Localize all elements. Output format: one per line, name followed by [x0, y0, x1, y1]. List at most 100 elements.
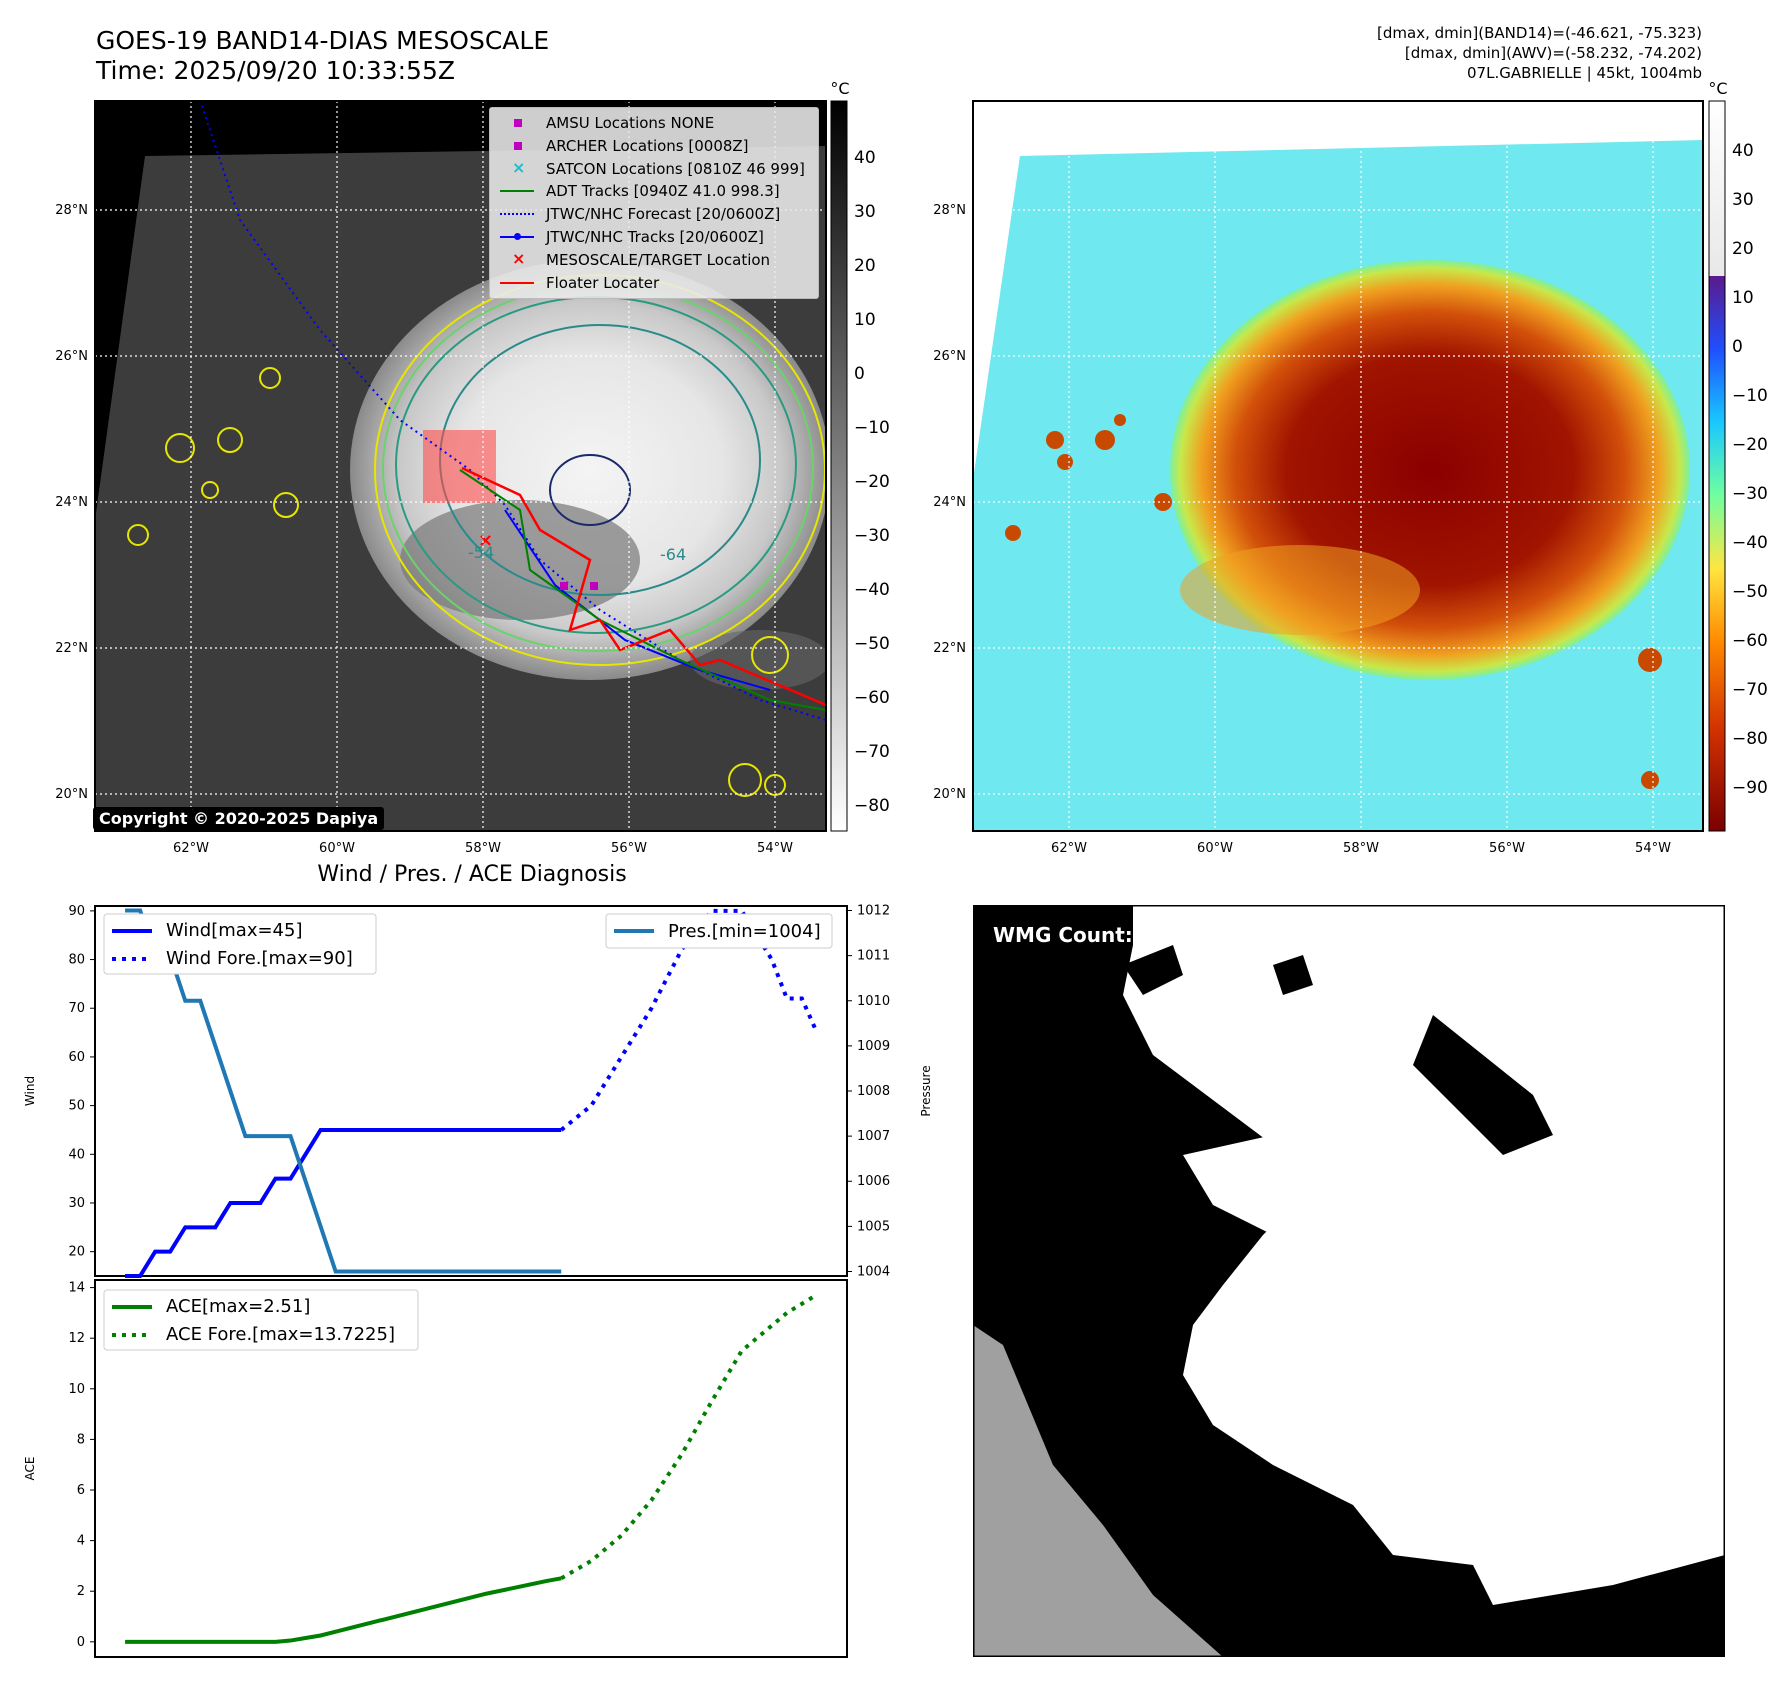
y2-tick-label: 1006 — [857, 1174, 890, 1189]
awv-cb-tick: −90 — [1732, 778, 1768, 798]
lat-label: 28°N — [55, 203, 88, 218]
y-tick-label: 10 — [68, 1382, 85, 1397]
lat-label: 24°N — [55, 495, 88, 510]
copyright-badge: Copyright © 2020-2025 Dapiya — [93, 807, 385, 830]
awv-colorbar-unit: °C — [1708, 79, 1727, 98]
wmg-panel: WMG Count: 0 — [973, 905, 1725, 1657]
floater-track — [461, 466, 826, 707]
lat-label: 22°N — [55, 641, 88, 656]
mesoscale-target-box — [423, 430, 496, 503]
legend-label: ACE[max=2.51] — [166, 1296, 310, 1317]
legend-entry: AMSU Locations NONE — [498, 113, 714, 133]
legend-entry: JTWC/NHC Forecast [20/0600Z] — [498, 204, 780, 224]
wmg-count-label: WMG Count: 0 — [993, 923, 1154, 947]
y-tick-label: 0 — [77, 1635, 85, 1650]
ir-colorbar-unit: °C — [830, 79, 849, 98]
ir-cb-tick: −70 — [854, 742, 890, 762]
archer-marker — [560, 582, 568, 590]
lon-label: 60°W — [1197, 841, 1233, 856]
ace-axis-label: ACE — [23, 1457, 37, 1481]
ace-axes-frame — [94, 1279, 848, 1658]
awv-cb-tick: 0 — [1732, 337, 1743, 357]
contour-label-64: -64 — [660, 545, 686, 564]
lat-label: 26°N — [933, 349, 966, 364]
y2-tick-label: 1007 — [857, 1129, 890, 1144]
awv-cb-tick: −70 — [1732, 680, 1768, 700]
ir-cb-tick: −50 — [854, 634, 890, 654]
ir-colorbar-ticks: 40 30 20 10 0 −10 −20 −30 −40 −50 −60 −7… — [854, 148, 890, 816]
awv-cb-tick: −60 — [1732, 631, 1768, 651]
y-tick-label: 70 — [68, 1001, 85, 1016]
ir-cb-tick: −80 — [854, 796, 890, 816]
y2-tick-label: 1005 — [857, 1219, 890, 1234]
legend-label: ACE Fore.[max=13.7225] — [166, 1324, 395, 1345]
legend-entry: JTWC/NHC Tracks [20/0600Z] — [498, 227, 764, 247]
ir-colorbar — [830, 100, 848, 832]
series-line-1 — [559, 908, 819, 1132]
series-line-0 — [125, 1127, 562, 1278]
legend-marker-icon — [498, 138, 538, 154]
y-tick-label: 20 — [68, 1245, 85, 1260]
legend-marker-icon: × — [512, 157, 526, 177]
figure-time: Time: 2025/09/20 10:33:55Z — [96, 56, 455, 85]
legend-label: ADT Tracks [0940Z 41.0 998.3] — [546, 182, 780, 201]
figure-title: GOES-19 BAND14-DIAS MESOSCALE — [96, 26, 550, 55]
lon-label: 56°W — [1489, 841, 1525, 856]
legend-entry: ARCHER Locations [0008Z] — [498, 136, 749, 156]
y-tick-label: 8 — [77, 1432, 85, 1447]
y2-tick-label: 1011 — [857, 949, 890, 964]
archer-marker-2 — [590, 582, 598, 590]
ir-cb-tick: −20 — [854, 472, 890, 492]
y2-tick-label: 1004 — [857, 1264, 890, 1279]
info-awv: [dmax, dmin](AWV)=(-58.232, -74.202) — [1404, 44, 1702, 62]
ir-cb-tick: −40 — [854, 580, 890, 600]
awv-cb-tick: −20 — [1732, 435, 1768, 455]
wind-legend — [103, 913, 377, 975]
y-tick-label: 60 — [68, 1050, 85, 1065]
legend-label: ARCHER Locations [0008Z] — [546, 136, 749, 155]
ir-cb-tick: 0 — [854, 364, 865, 384]
lon-label: 62°W — [1051, 841, 1087, 856]
ir-cb-tick: −10 — [854, 418, 890, 438]
ir-cb-tick: −30 — [854, 526, 890, 546]
lat-label: 22°N — [933, 641, 966, 656]
ace-series-line-0 — [125, 1576, 562, 1644]
legend-entry: × MESOSCALE/TARGET Location — [498, 248, 771, 270]
y-tick-label: 30 — [68, 1196, 85, 1211]
diagnosis-title: Wind / Pres. / ACE Diagnosis — [317, 862, 627, 887]
y-tick-label: 14 — [68, 1281, 85, 1296]
ir-cb-tick: −60 — [854, 688, 890, 708]
y2-tick-label: 1009 — [857, 1039, 890, 1054]
legend-label: Wind Fore.[max=90] — [166, 948, 353, 969]
awv-cb-tick: −50 — [1732, 582, 1768, 602]
forecast-track — [199, 101, 826, 721]
pressure-legend — [605, 913, 833, 949]
legend-marker-icon — [498, 115, 538, 131]
ace-series-line-1 — [560, 1292, 818, 1581]
lat-label: 26°N — [55, 349, 88, 364]
lon-label: 54°W — [1635, 841, 1671, 856]
lat-label: 20°N — [933, 787, 966, 802]
legend-label: SATCON Locations [0810Z 46 999] — [546, 159, 805, 178]
awv-cb-tick: −30 — [1732, 484, 1768, 504]
lat-label: 20°N — [55, 787, 88, 802]
legend-entry: Floater Locater — [498, 273, 659, 293]
legend-label: JTWC/NHC Forecast [20/0600Z] — [546, 205, 781, 224]
y2-tick-label: 1012 — [857, 904, 890, 919]
mesoscale-marker: × — [478, 530, 493, 551]
legend-label: MESOSCALE/TARGET Location — [546, 250, 771, 269]
y-tick-label: 6 — [77, 1483, 85, 1498]
legend-marker-icon — [498, 183, 538, 199]
ir-cb-tick: 20 — [854, 256, 876, 276]
y2-tick-label: 1008 — [857, 1084, 890, 1099]
awv-colorbar — [1708, 100, 1726, 832]
legend-label: Floater Locater — [546, 273, 660, 292]
lon-label: 62°W — [173, 841, 209, 856]
ace-legend — [103, 1289, 419, 1351]
ir-cb-tick: 40 — [854, 148, 876, 168]
awv-cb-tick: −40 — [1732, 533, 1768, 553]
legend-entry: ADT Tracks [0940Z 41.0 998.3] — [498, 181, 780, 201]
legend-marker-icon: × — [512, 248, 526, 268]
legend-label: Pres.[min=1004] — [668, 921, 821, 942]
legend-entry: × SATCON Locations [0810Z 46 999] — [498, 157, 805, 179]
